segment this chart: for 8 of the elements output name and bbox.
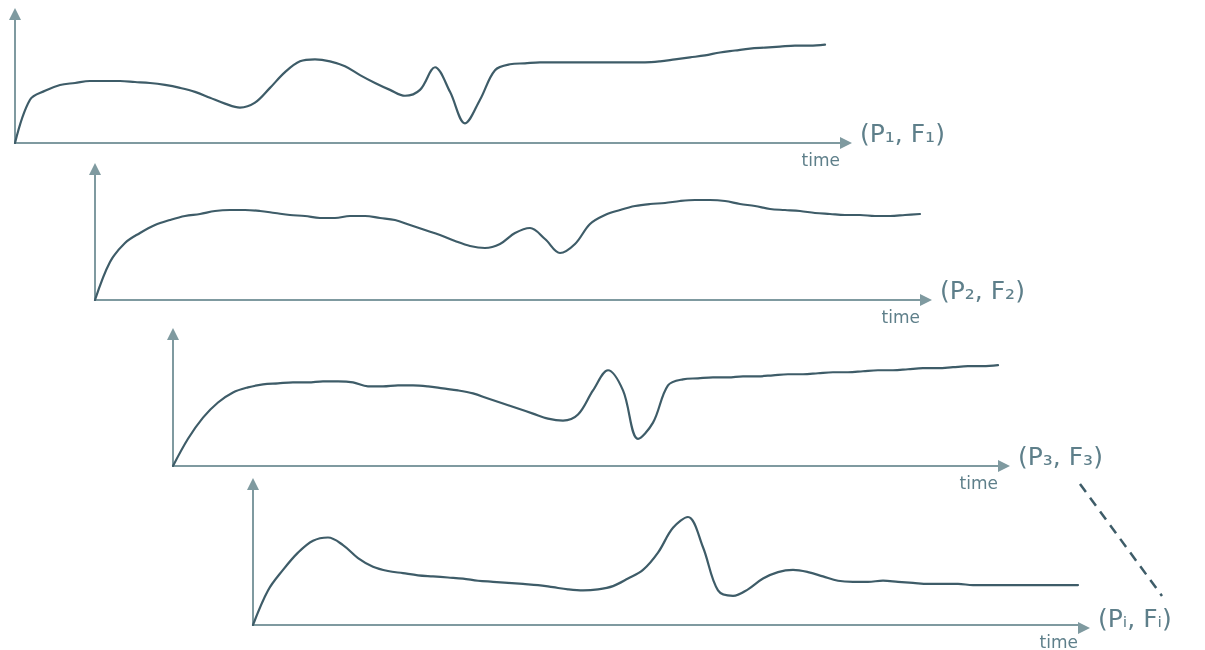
text: (Pᵢ, Fᵢ) (1098, 604, 1172, 633)
x-axis-title: time (959, 472, 998, 493)
x-axis-title: time (881, 306, 920, 327)
text: (P₁, F₁) (860, 119, 945, 148)
x-axis-title: time (1039, 631, 1078, 650)
x-axis-title: time (801, 149, 840, 170)
text: (P₂, F₂) (940, 276, 1025, 305)
text: (P₃, F₃) (1018, 442, 1103, 471)
